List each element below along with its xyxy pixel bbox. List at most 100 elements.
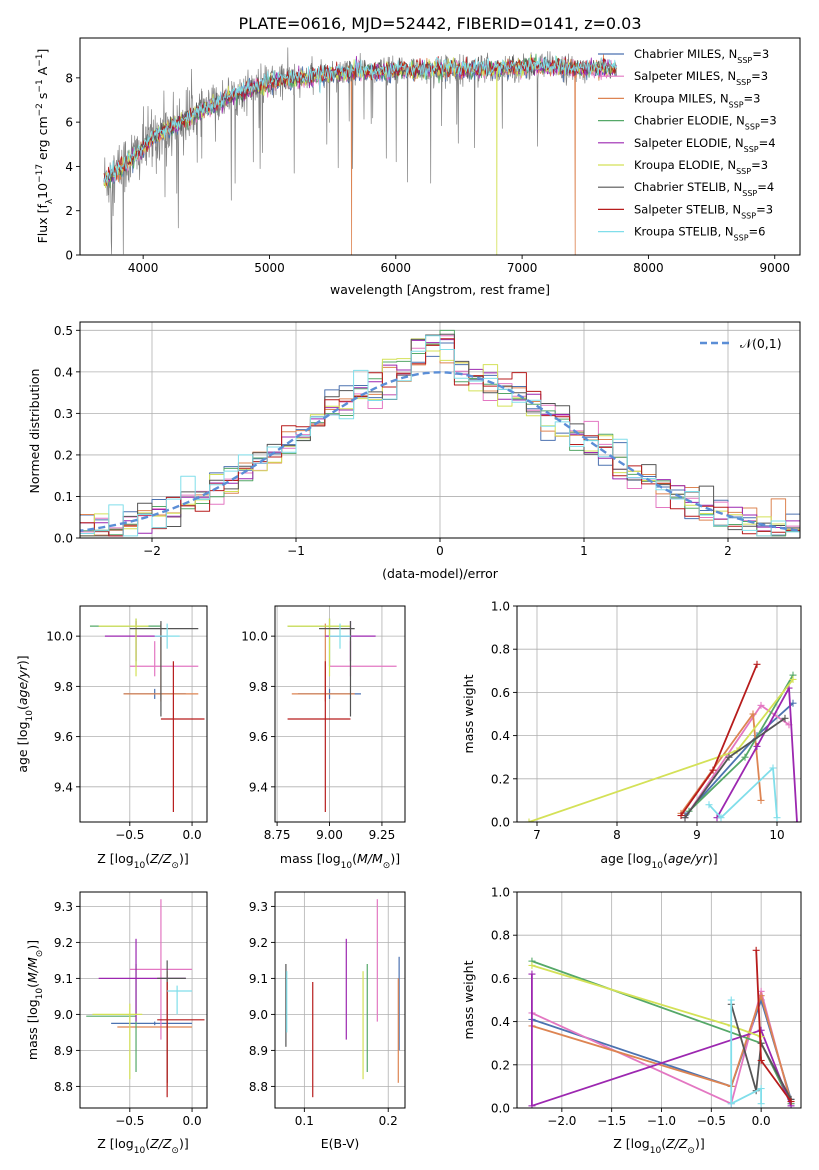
legend-n: =3 bbox=[760, 114, 777, 128]
y-tick-label: 8.9 bbox=[54, 1044, 73, 1058]
x-tick-label: 5000 bbox=[254, 261, 285, 275]
weight-line bbox=[531, 974, 792, 1107]
errorbar-point bbox=[111, 1021, 193, 1026]
label-part: ⊙ bbox=[35, 950, 45, 958]
x-tick-label: −0.5 bbox=[115, 1114, 144, 1128]
x-tick-label: 0.1 bbox=[295, 1114, 314, 1128]
x-tick-label: 9 bbox=[693, 828, 701, 842]
label-part: )] bbox=[390, 851, 400, 866]
label-part: 10 bbox=[341, 861, 353, 871]
legend-name: Salpeter MILES, N bbox=[634, 69, 736, 83]
y-axis-label: age [log10(age/yr)] bbox=[15, 655, 35, 772]
x-tick-label: 9000 bbox=[759, 261, 790, 275]
label-part: ( bbox=[145, 851, 150, 866]
label-part: 10 bbox=[35, 183, 50, 199]
label-part: 10 bbox=[650, 1146, 662, 1156]
y-axis-label: mass weight bbox=[461, 960, 476, 1039]
label-part: )] bbox=[25, 940, 40, 950]
x-tick-label: −0.5 bbox=[697, 1114, 726, 1128]
x-tick-label: 8.75 bbox=[264, 828, 291, 842]
legend-entry: Chabrier ELODIE, NSSP=3 bbox=[634, 114, 777, 132]
label-part: ] bbox=[35, 49, 50, 54]
x-axis-label: (data-model)/error bbox=[382, 566, 499, 581]
histogram-series bbox=[80, 335, 800, 537]
x-tick-label: 7 bbox=[533, 828, 541, 842]
label-part: 10 bbox=[134, 1146, 146, 1156]
legend-sub: SSP bbox=[737, 56, 752, 65]
weight-vs-Z-plot bbox=[528, 946, 795, 1108]
label-part: Z/Z bbox=[149, 1136, 172, 1151]
y-tick-label: 9.8 bbox=[54, 680, 73, 694]
axes-frame bbox=[274, 605, 406, 823]
errorbar-point bbox=[160, 661, 205, 812]
label-part: ⊙ bbox=[687, 1146, 695, 1156]
model-spectrum bbox=[103, 56, 617, 186]
x-tick-label: −2 bbox=[143, 544, 161, 558]
legend-n: =4 bbox=[757, 180, 774, 194]
x-tick-label: 8 bbox=[613, 828, 621, 842]
axes-frame bbox=[79, 37, 801, 256]
label-part: −17 bbox=[35, 164, 45, 183]
x-tick-label: 0.2 bbox=[379, 1114, 398, 1128]
x-tick-label: 10 bbox=[769, 828, 784, 842]
y-tick-label: 0.2 bbox=[54, 448, 73, 462]
spectrum-axes: 4000 5000 6000 7000 8000 9000 0 2 4 6 8 Chabrier MI… bbox=[35, 37, 801, 297]
label-part: Z [log bbox=[97, 851, 133, 866]
label-part: ( bbox=[25, 983, 40, 988]
y-axis-label: mass [log10(M/M⊙)] bbox=[25, 940, 45, 1060]
y-tick-label: 9.8 bbox=[249, 680, 268, 694]
legend-name: Kroupa ELODIE, N bbox=[634, 158, 736, 172]
label-part: Z/Z bbox=[665, 1136, 688, 1151]
errorbar-point bbox=[92, 1003, 143, 1080]
legend-name: Chabrier MILES, N bbox=[634, 47, 737, 61]
y-tick-label: 9.4 bbox=[54, 780, 73, 794]
legend-entry: Salpeter MILES, NSSP=3 bbox=[634, 69, 768, 87]
legend-entry: Salpeter ELODIE, NSSP=4 bbox=[634, 136, 776, 154]
legend-n: =3 bbox=[751, 158, 768, 172]
weight-vs-Z-axes: −2.0 −1.5 −1.0 −0.5 0.0 0.0 0.2 0.4 0.6 0.8 1.0 mas… bbox=[461, 886, 802, 1156]
label-part: A bbox=[35, 66, 50, 79]
legend-n: =4 bbox=[759, 136, 776, 150]
spectrum-plot bbox=[103, 47, 618, 255]
label-part: ( bbox=[352, 851, 357, 866]
label-part: )] bbox=[15, 655, 30, 665]
axes-frame bbox=[79, 891, 208, 1109]
y-tick-label: 9.2 bbox=[249, 936, 268, 950]
y-tick-label: 9.4 bbox=[249, 780, 268, 794]
legend-sub: SSP bbox=[734, 233, 749, 242]
label-part: 10 bbox=[652, 861, 664, 871]
weight-line bbox=[708, 767, 778, 819]
legend-sub: SSP bbox=[745, 122, 760, 131]
y-axis-label: mass weight bbox=[461, 674, 476, 753]
legend-entry: 𝒩(0,1) bbox=[740, 336, 782, 351]
x-tick-label: 9.00 bbox=[316, 828, 343, 842]
legend-name: Chabrier ELODIE, N bbox=[634, 114, 745, 128]
legend-name: Salpeter ELODIE, N bbox=[634, 136, 744, 150]
age-vs-Z-axes: −0.5 0.09.49.69.810.0Z [log10(Z/Z⊙)]age [… bbox=[15, 605, 208, 871]
x-tick-label: 7000 bbox=[507, 261, 538, 275]
y-tick-label: 9.3 bbox=[249, 900, 268, 914]
y-tick-label: 9.6 bbox=[54, 730, 73, 744]
x-axis-label: E(B-V) bbox=[321, 1136, 360, 1151]
mass-vs-ebv-axes: 0.1 0.2 8.8 8.9 9.0 9.1 9.2 9.3 E(B-V) bbox=[249, 891, 406, 1151]
legend-name: Kroupa STELIB, N bbox=[634, 225, 734, 239]
y-tick-label: 1.0 bbox=[491, 886, 510, 900]
label-part: Z [log bbox=[97, 1136, 133, 1151]
x-tick-label: 0.0 bbox=[183, 828, 202, 842]
x-tick-label: 2 bbox=[724, 544, 732, 558]
label-part: age/yr bbox=[668, 851, 709, 866]
residuals-plot bbox=[80, 329, 800, 537]
legend-n: =6 bbox=[749, 225, 766, 239]
label-part: )] bbox=[708, 851, 718, 866]
label-part: M/M bbox=[357, 851, 383, 866]
x-tick-label: 0.0 bbox=[752, 1114, 771, 1128]
label-part: age [log bbox=[15, 721, 30, 772]
label-part: λ bbox=[45, 198, 55, 204]
label-part: ⊙ bbox=[171, 1146, 179, 1156]
x-axis-label: mass [log10(M/M⊙)] bbox=[280, 851, 400, 871]
errorbar-point bbox=[329, 623, 351, 649]
y-tick-label: 9.6 bbox=[249, 730, 268, 744]
x-tick-label: 9.25 bbox=[369, 828, 396, 842]
legend-entry: Kroupa MILES, NSSP=3 bbox=[634, 91, 760, 109]
legend-entry: Chabrier STELIB, NSSP=4 bbox=[634, 180, 774, 198]
